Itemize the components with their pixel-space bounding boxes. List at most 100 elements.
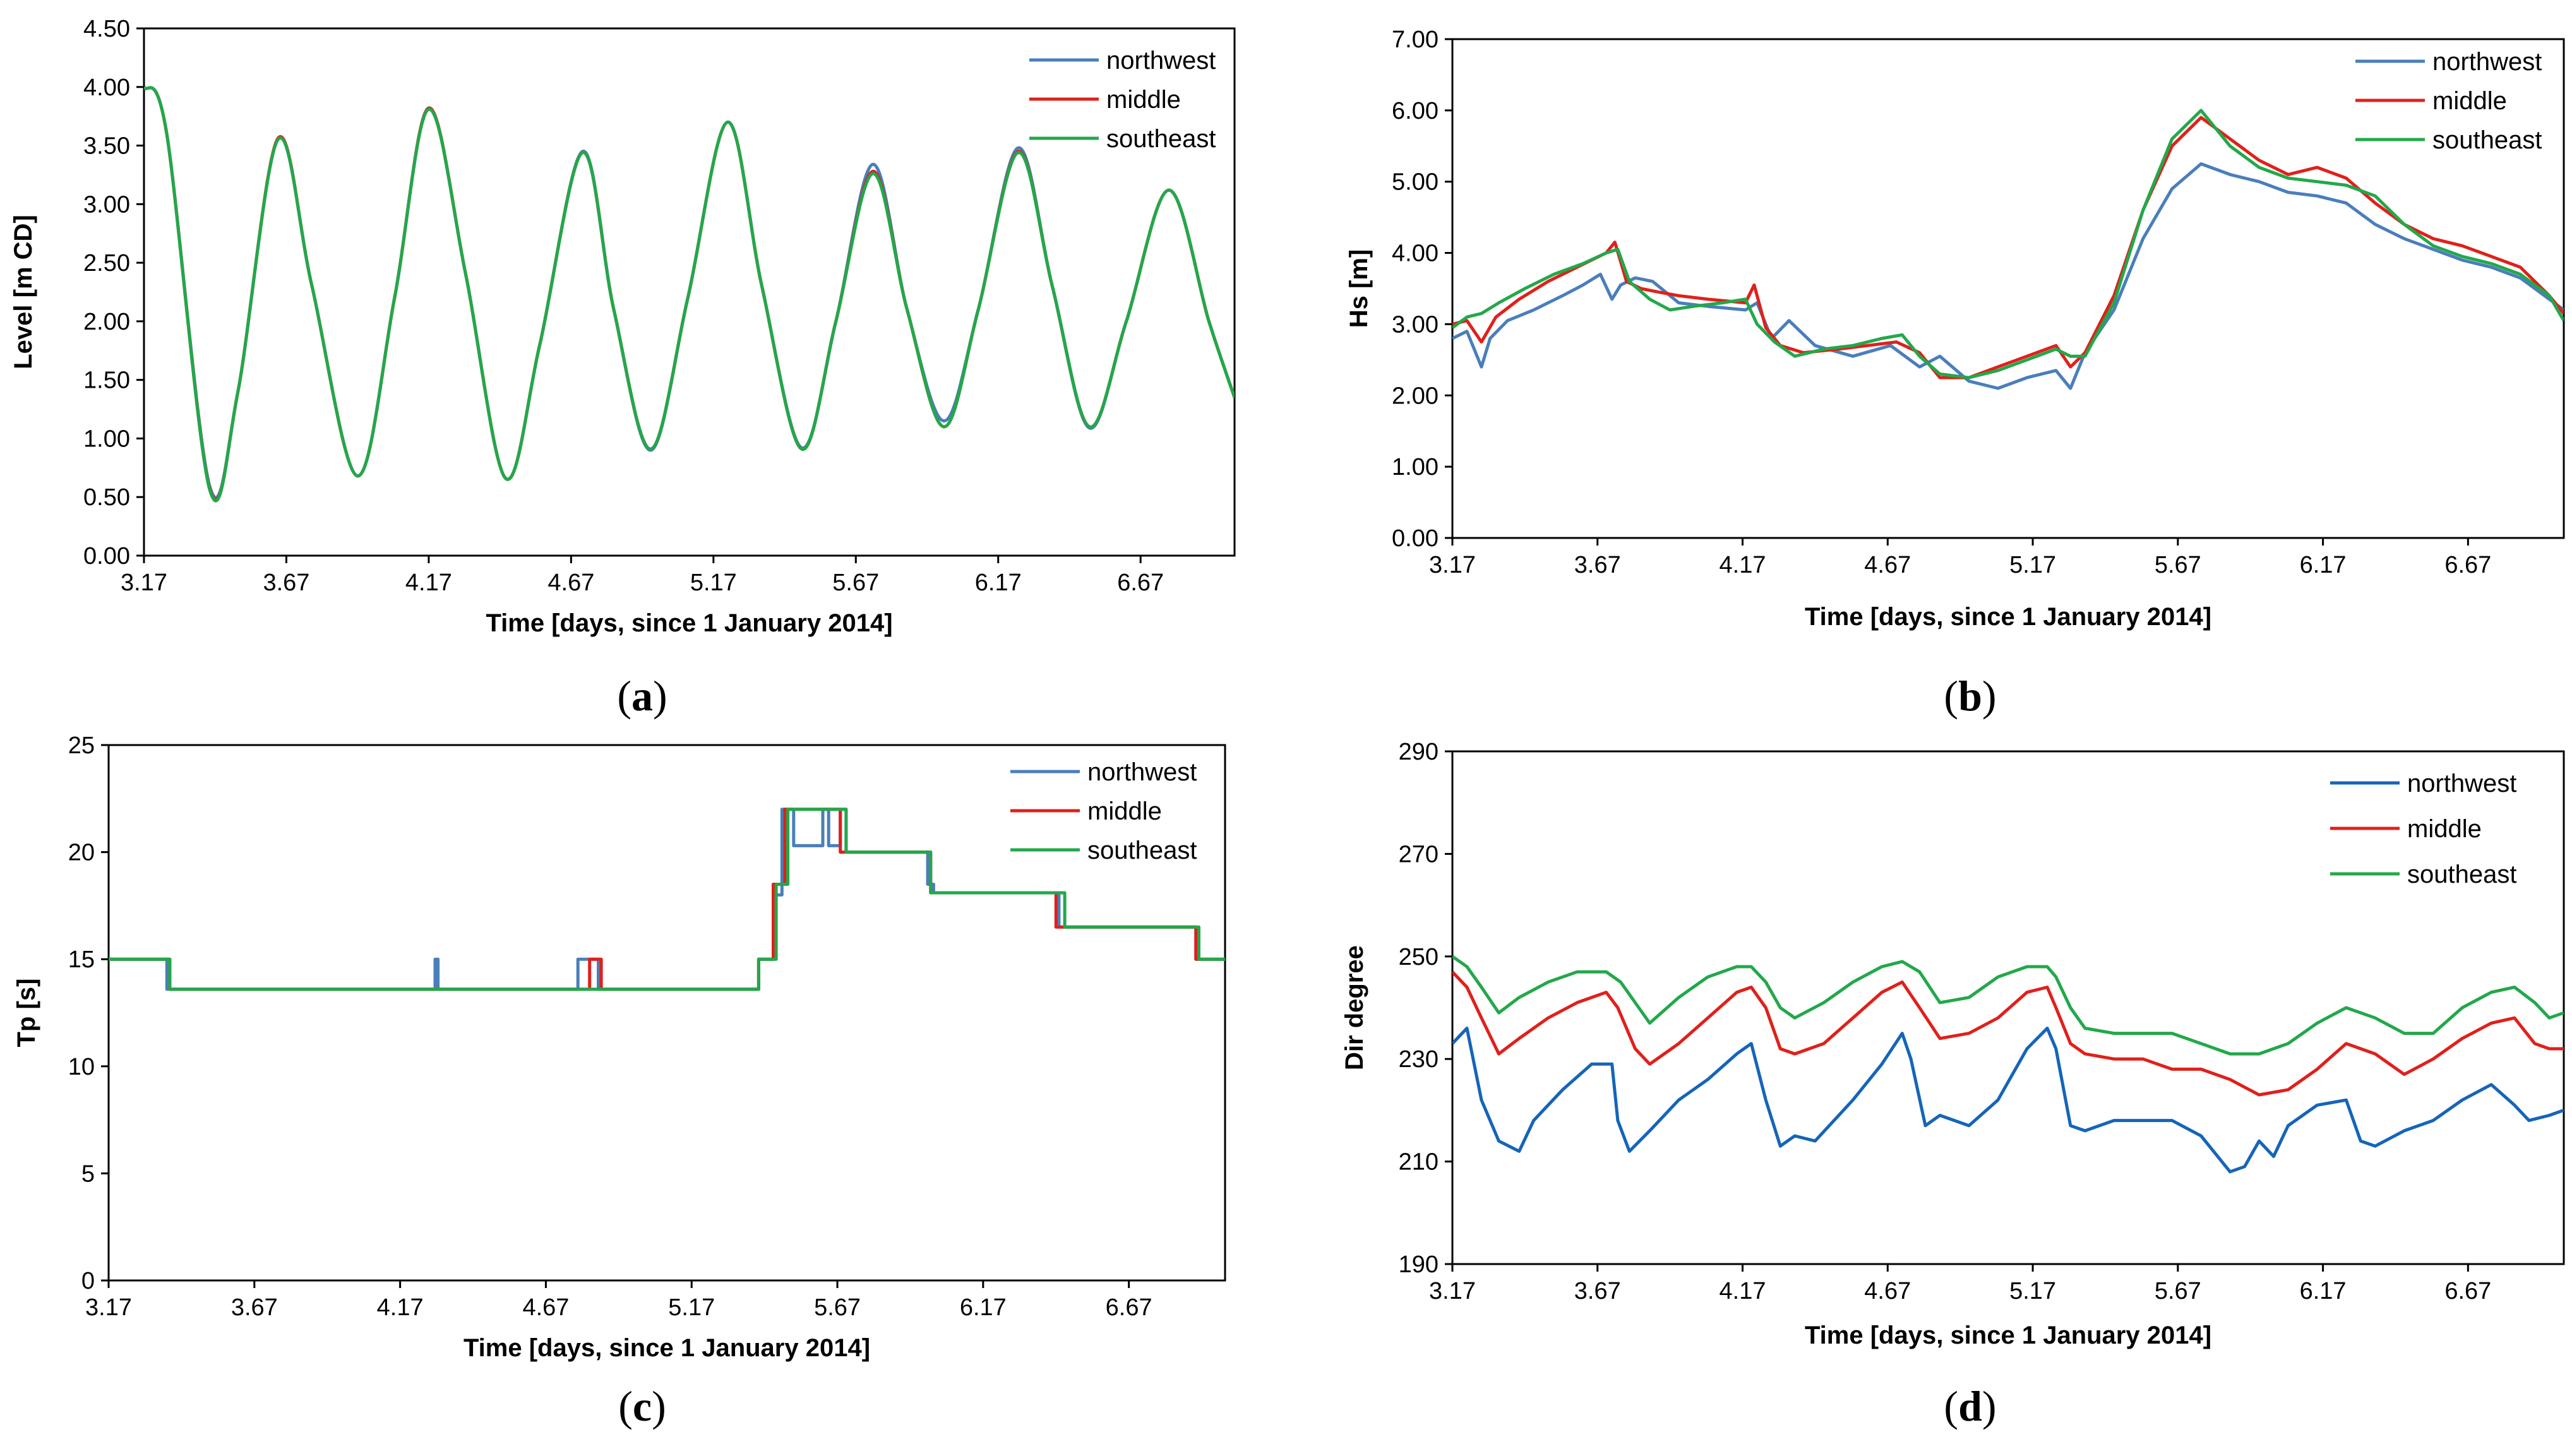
x-tick-label: 4.67 xyxy=(522,1294,569,1321)
y-tick-label: 4.00 xyxy=(83,75,130,101)
plot-frame-a xyxy=(143,27,1236,557)
x-tick-label: 6.17 xyxy=(2300,552,2347,578)
x-tick-label: 3.17 xyxy=(1429,552,1476,578)
y-tick-label: 3.50 xyxy=(83,133,130,160)
y-tick-label: 2.00 xyxy=(1392,383,1439,409)
legend-label-middle: middle xyxy=(2407,815,2482,843)
series-line-southeast xyxy=(1452,109,2564,379)
x-tick-label: 5.67 xyxy=(832,570,879,596)
x-tick-label: 5.67 xyxy=(814,1294,861,1321)
x-axis-label: Time [days, since 1 January 2014] xyxy=(464,1334,870,1362)
y-tick-label: 1.00 xyxy=(83,426,130,452)
legend-label-northwest: northwest xyxy=(1106,47,1216,75)
chart-a: 0.00 0.50 1.00 1.50 2.00 2.50 3.00 3.50 4.00 4.50… xyxy=(9,16,1236,720)
x-tick-label: 3.17 xyxy=(1429,1278,1476,1304)
x-tick-label: 4.67 xyxy=(1864,1278,1911,1304)
x-tick-label: 3.67 xyxy=(263,570,309,596)
y-tick-label: 20 xyxy=(68,840,95,866)
x-tick-label: 3.67 xyxy=(231,1294,278,1321)
y-tick-label: 2.00 xyxy=(83,309,130,335)
y-axis-label: Dir degree xyxy=(1341,945,1368,1070)
y-tick-label: 0.50 xyxy=(83,484,130,511)
panel-caption-b: (b) xyxy=(1944,672,1996,720)
x-tick-label: 6.17 xyxy=(960,1294,1007,1321)
legend-label-middle: middle xyxy=(1106,86,1181,114)
panel-caption-a: (a) xyxy=(617,672,667,720)
y-tick-label: 210 xyxy=(1399,1149,1439,1176)
x-tick-label: 5.67 xyxy=(2155,552,2201,578)
x-tick-label: 5.17 xyxy=(2009,552,2056,578)
y-tick-label: 4.00 xyxy=(1392,241,1439,267)
y-tick-label: 270 xyxy=(1399,841,1439,868)
legend-label-northwest: northwest xyxy=(2432,48,2542,76)
series-line-northwest xyxy=(1452,1027,2564,1174)
x-tick-label: 6.67 xyxy=(2444,552,2491,578)
x-tick-label: 6.17 xyxy=(2300,1278,2347,1304)
legend-label-southeast: southeast xyxy=(1087,837,1197,864)
panel-caption-letter: a xyxy=(631,672,653,720)
y-tick-label: 6.00 xyxy=(1392,98,1439,124)
x-tick-label: 5.17 xyxy=(690,570,737,596)
y-axis-label: Tp [s] xyxy=(13,979,40,1047)
x-tick-label: 6.67 xyxy=(1106,1294,1152,1321)
x-tick-label: 6.17 xyxy=(975,570,1022,596)
x-tick-label: 3.17 xyxy=(121,570,167,596)
series-line-northwest xyxy=(1452,162,2564,390)
series-line-southeast xyxy=(144,86,1235,503)
y-axis-label: Level [m CD] xyxy=(9,215,37,369)
x-tick-label: 5.17 xyxy=(2009,1278,2056,1304)
panel-caption-c: (c) xyxy=(618,1382,666,1430)
plot-frame-c xyxy=(107,744,1226,1282)
y-tick-label: 10 xyxy=(68,1054,95,1080)
y-tick-label: 5.00 xyxy=(1392,169,1439,196)
y-tick-label: 3.00 xyxy=(83,191,130,218)
y-axis-label: Hs [m] xyxy=(1345,249,1373,328)
x-tick-label: 3.67 xyxy=(1574,552,1621,578)
legend-label-middle: middle xyxy=(2432,87,2507,115)
panel-caption-letter: c xyxy=(633,1382,652,1430)
y-tick-label: 190 xyxy=(1399,1251,1439,1278)
y-tick-label: 7.00 xyxy=(1392,27,1439,53)
x-axis-label: Time [days, since 1 January 2014] xyxy=(1805,1322,2211,1349)
y-tick-label: 5 xyxy=(81,1161,95,1187)
x-axis-label: Time [days, since 1 January 2014] xyxy=(1805,603,2211,631)
y-tick-label: 2.50 xyxy=(83,250,130,277)
legend-label-southeast: southeast xyxy=(2432,126,2542,154)
legend-label-middle: middle xyxy=(1087,797,1162,825)
series-line-middle xyxy=(1452,970,2564,1097)
x-tick-label: 6.67 xyxy=(1117,570,1164,596)
y-tick-label: 15 xyxy=(68,946,95,973)
series-line-southeast xyxy=(1452,955,2564,1056)
chart-b: 0.00 1.00 2.00 3.00 4.00 5.00 6.00 7.00 3.17 3.67… xyxy=(1345,27,2565,720)
y-tick-label: 25 xyxy=(68,732,95,759)
series-line-southeast xyxy=(109,808,1225,991)
y-tick-label: 4.50 xyxy=(83,16,130,42)
legend-label-northwest: northwest xyxy=(2407,770,2516,797)
plot-frame-b xyxy=(1451,38,2565,539)
x-tick-label: 5.67 xyxy=(2155,1278,2201,1304)
y-tick-label: 1.50 xyxy=(83,367,130,394)
x-tick-label: 4.17 xyxy=(377,1294,424,1321)
x-tick-label: 4.67 xyxy=(547,570,594,596)
series-line-northwest xyxy=(109,808,1225,991)
x-tick-label: 5.17 xyxy=(668,1294,715,1321)
x-tick-label: 4.17 xyxy=(1720,552,1766,578)
y-tick-label: 1.00 xyxy=(1392,454,1439,480)
legend-label-southeast: southeast xyxy=(2407,861,2516,888)
y-tick-label: 3.00 xyxy=(1392,311,1439,338)
y-tick-label: 0.00 xyxy=(83,543,130,570)
plot-frame-d xyxy=(1451,750,2565,1265)
y-tick-label: 230 xyxy=(1399,1046,1439,1073)
x-tick-label: 6.67 xyxy=(2444,1278,2491,1304)
y-tick-label: 250 xyxy=(1399,944,1439,970)
x-tick-label: 4.17 xyxy=(1720,1278,1766,1304)
chart-d: 190 210 230 250 270 290 3.17 3.67 4.17 4.67 5.17 5.… xyxy=(1341,739,2565,1430)
x-tick-label: 4.17 xyxy=(405,570,452,596)
x-axis-label: Time [days, since 1 January 2014] xyxy=(486,609,892,637)
x-tick-label: 3.67 xyxy=(1574,1278,1621,1304)
legend-label-northwest: northwest xyxy=(1087,758,1197,786)
panel-caption-letter: b xyxy=(1958,672,1982,720)
y-tick-label: 290 xyxy=(1399,739,1439,765)
series-line-middle xyxy=(1452,116,2564,379)
